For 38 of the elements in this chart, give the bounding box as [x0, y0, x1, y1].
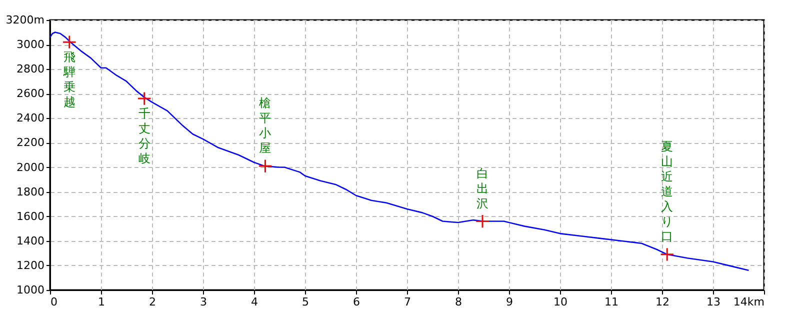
- annotation: 飛騨乗越: [62, 50, 76, 110]
- x-tick-label: 11: [604, 296, 618, 308]
- y-tick-label: 1000: [16, 284, 44, 296]
- x-tick-label: 5: [302, 296, 309, 308]
- x-tick-label: 1: [98, 296, 105, 308]
- x-tick-label: 7: [404, 296, 411, 308]
- y-tick-label: 2800: [16, 62, 44, 76]
- y-tick-label: 1200: [16, 258, 44, 272]
- x-tick-label: 2: [149, 296, 156, 308]
- x-tick-label: 14km: [733, 296, 764, 308]
- point: [660, 247, 674, 262]
- annotation: 白出沢: [476, 166, 488, 210]
- x-tick-label: 12: [656, 296, 670, 308]
- x-tick-label: 0: [50, 296, 58, 308]
- x-tick-label: 10: [554, 296, 568, 308]
- annotation: 千丈分岐: [138, 106, 150, 166]
- x-tick-label: 9: [506, 296, 513, 308]
- y-tick-label: 3200m: [6, 14, 44, 26]
- x-tick-label: 8: [455, 296, 462, 308]
- x-tick-label: 6: [353, 296, 360, 308]
- y-tick-label: 2200: [16, 136, 44, 150]
- y-tick-label: 2000: [16, 160, 44, 174]
- y-tick-label: 2400: [16, 112, 44, 125]
- y-tick-label: 1800: [16, 185, 44, 198]
- point: [62, 35, 76, 50]
- x-tick-label: 3: [200, 296, 207, 308]
- line-series: [49, 32, 750, 272]
- annotation: 槍平小屋: [259, 96, 272, 156]
- y-tick-label: 2600: [16, 87, 44, 100]
- annotation: 夏山近道入り口: [661, 139, 674, 244]
- x-tick-label: 13: [706, 296, 720, 308]
- point: [258, 158, 272, 174]
- point: [475, 214, 490, 228]
- point: [137, 91, 152, 106]
- y-tick-label: 1600: [16, 210, 44, 223]
- y-tick-label: 1400: [16, 234, 44, 248]
- y-tick-label: 3000: [16, 38, 44, 52]
- x-tick-label: 4: [251, 296, 258, 308]
